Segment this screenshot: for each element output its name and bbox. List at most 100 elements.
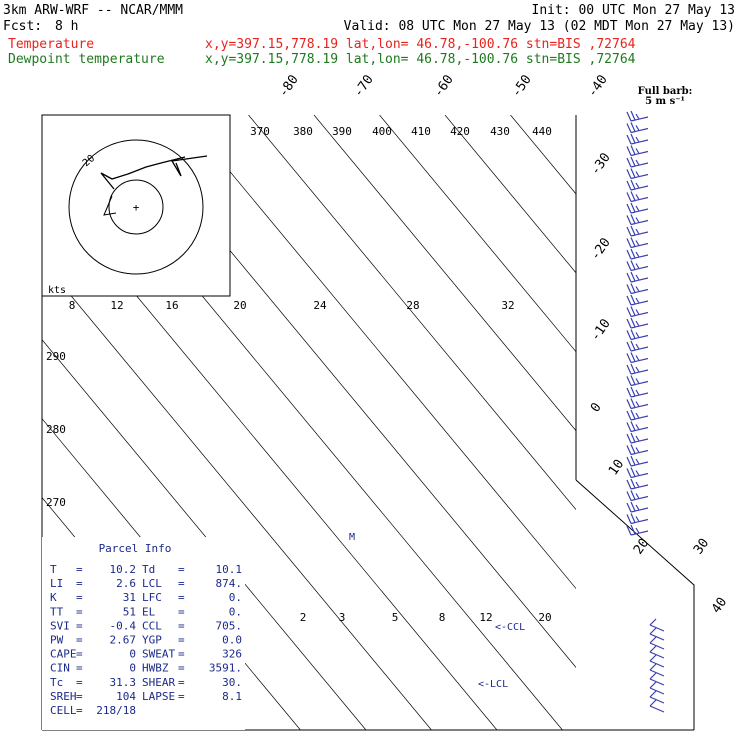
parcel-label: CCL	[142, 619, 162, 632]
parcel-value: 10.2	[110, 563, 137, 576]
mixing-ratio-label: 32	[501, 299, 514, 312]
parcel-label: CIN	[50, 662, 70, 675]
isotherm-line	[444, 115, 576, 274]
barb-flag	[635, 401, 640, 407]
barb-flag	[635, 240, 640, 246]
barb-flag	[626, 445, 632, 455]
barb-flag	[635, 205, 640, 212]
barb-shaft	[630, 300, 649, 306]
barb-flag	[635, 182, 640, 189]
theta-label: 430	[490, 125, 510, 138]
barb-flag	[626, 318, 632, 329]
wind-barb	[626, 271, 649, 283]
parcel-info-background	[42, 537, 245, 730]
barb-flag	[630, 329, 636, 339]
wind-barb	[626, 145, 649, 157]
barb-shaft	[630, 495, 649, 502]
parcel-equals: =	[76, 563, 83, 576]
barb-flag	[649, 681, 657, 689]
barb-flag	[635, 159, 640, 166]
barb-flag	[630, 294, 636, 305]
isotherm-label: -80	[276, 72, 302, 100]
barb-shaft	[630, 461, 649, 467]
barb-shaft	[649, 642, 665, 650]
wind-barb	[626, 352, 649, 364]
parcel-label: Td	[142, 563, 155, 576]
wind-barb	[626, 294, 649, 306]
wind-barb	[626, 490, 649, 502]
barb-shaft	[630, 357, 649, 364]
isotherm-label: -20	[588, 235, 614, 263]
mixing-ratio-label: 12	[479, 611, 492, 624]
barb-flag	[635, 113, 640, 120]
wind-barb	[626, 179, 649, 191]
barb-flag	[635, 228, 640, 235]
parcel-label: SWEAT	[142, 648, 175, 661]
parcel-equals: =	[178, 619, 185, 632]
hodograph-ring-outer	[68, 139, 204, 275]
parcel-equals: =	[178, 648, 185, 661]
barb-flag	[630, 248, 636, 259]
hodograph-unit: kts	[48, 285, 66, 296]
hodograph-frame	[41, 114, 231, 297]
barb-flag	[630, 375, 636, 385]
parcel-value: 0.	[229, 591, 242, 604]
barb-flag	[630, 168, 636, 178]
barb-flag	[630, 352, 636, 362]
parcel-value: 3591.	[209, 662, 242, 675]
isotherm-label: 10	[606, 457, 627, 478]
dry-adiabat-label: 290	[46, 350, 66, 363]
wind-barb	[626, 409, 649, 421]
wind-barb	[626, 202, 649, 214]
barb-flag	[626, 180, 632, 191]
parcel-info-rows: T = 10.2 LI = 2.6 K = 31 TT = 51 SVI = -0.4 PW = 2.67 CAPE…	[50, 563, 242, 717]
temperature-legend: Temperature	[8, 37, 94, 52]
parcel-equals: =	[178, 676, 185, 689]
parcel-label: LI	[50, 577, 63, 590]
barb-flag	[626, 491, 632, 501]
isotherm-line	[379, 115, 576, 353]
lcl-marker: <-LCL	[478, 679, 508, 690]
barb-flag	[630, 455, 636, 466]
barb-shaft	[630, 518, 649, 525]
wind-barb	[626, 513, 649, 525]
barb-flag	[635, 286, 640, 292]
barb-flag	[626, 468, 632, 478]
parcel-label: LAPSE	[142, 690, 175, 703]
barb-flag	[626, 387, 632, 398]
barb-flag	[626, 261, 632, 271]
mixing-ratio-label: 24	[313, 299, 327, 312]
mixing-ratio-label: 20	[538, 611, 551, 624]
wind-barb	[626, 432, 649, 444]
parcel-label: SVI	[50, 619, 70, 632]
wind-barb	[626, 524, 649, 536]
mixing-ratio-label: 8	[69, 299, 76, 312]
barb-flag	[635, 194, 640, 200]
wind-barb	[626, 478, 649, 490]
barb-flag	[630, 237, 636, 247]
barb-flag	[635, 389, 640, 396]
barb-flag	[626, 514, 632, 524]
isotherm-label: 0	[588, 400, 605, 415]
wind-barb	[626, 363, 649, 375]
barb-flag	[626, 422, 632, 432]
barb-flag	[626, 525, 632, 536]
barb-flag	[630, 490, 636, 500]
mixing-ratio-label: 3	[339, 611, 346, 624]
barb-flag	[635, 251, 640, 258]
theta-label: 380	[293, 125, 313, 138]
parcel-value: 705.	[216, 619, 243, 632]
barb-flag	[626, 123, 632, 133]
parcel-value: 2.6	[116, 577, 136, 590]
barb-shaft	[630, 380, 649, 387]
isotherm-label: 20	[631, 536, 652, 557]
barb-flag	[649, 690, 657, 698]
barb-shaft	[630, 369, 649, 375]
mixing-ratio-label: 20	[233, 299, 246, 312]
parcel-value: 51	[123, 605, 136, 618]
barb-flag	[635, 447, 640, 453]
level-marker-m: M	[349, 532, 355, 543]
barb-flag	[635, 504, 640, 511]
parcel-value: 31.3	[110, 676, 137, 689]
ccl-marker: <-CCL	[495, 622, 525, 633]
